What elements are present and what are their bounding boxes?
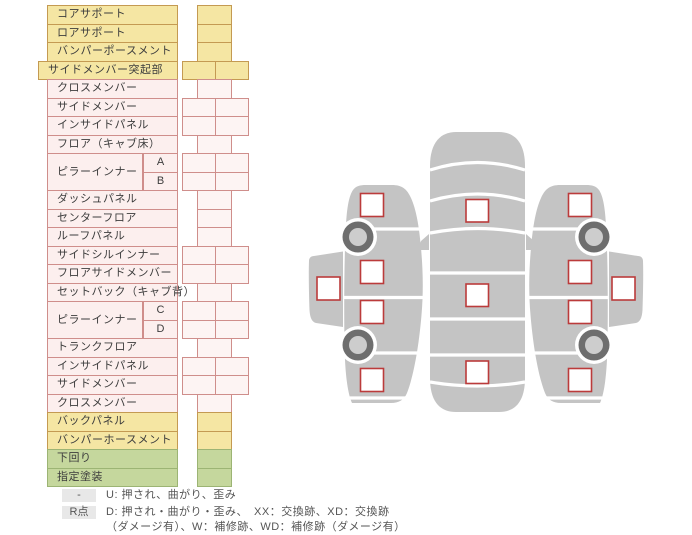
car-damage-diagram — [307, 132, 645, 412]
part-label: 指定塗装 — [47, 467, 178, 487]
side-view-right — [527, 183, 645, 405]
mark-cell[interactable] — [197, 393, 232, 413]
part-label: ピラーインナー — [47, 301, 143, 339]
part-label: バンパーホースメント — [47, 430, 178, 450]
mark-cell[interactable] — [215, 301, 249, 321]
legend: - U: 押され、曲がり、歪み R点 D: 押され・曲がり・歪み、 XX：交換跡、XD… — [62, 488, 406, 535]
side-mirror-icon — [418, 234, 429, 250]
mark-cell[interactable] — [197, 134, 232, 154]
mark-cell[interactable] — [197, 282, 232, 302]
part-label: クロスメンバー — [47, 79, 178, 99]
mark-cell[interactable] — [197, 449, 232, 469]
legend-row: - U: 押され、曲がり、歪み — [62, 488, 406, 503]
panel-divider — [429, 380, 526, 388]
mark-cell[interactable] — [197, 79, 232, 99]
legend-text-line: D: 押され・曲がり・歪み、 XX：交換跡、XD：交換跡 — [106, 506, 390, 518]
mark-cell[interactable] — [182, 97, 216, 117]
part-label: ピラーインナー — [47, 153, 143, 191]
mark-cell[interactable] — [215, 60, 249, 80]
part-label: フロア（キャブ床） — [47, 134, 178, 154]
legend-badge: R点 — [62, 506, 96, 519]
pillar-sub-label: A — [143, 153, 178, 173]
part-label: サイドメンバー — [47, 97, 178, 117]
part-label: インサイドパネル — [47, 116, 178, 136]
mark-cell[interactable] — [182, 153, 216, 173]
mark-cell[interactable] — [197, 190, 232, 210]
part-label: ロアサポート — [47, 23, 178, 43]
mark-cell[interactable] — [182, 356, 216, 376]
legend-row: R点 D: 押され・曲がり・歪み、 XX：交換跡、XD：交換跡 （ダメージ有）、W：… — [62, 505, 406, 535]
damage-marker-box[interactable] — [465, 198, 490, 223]
legend-badge: - — [62, 489, 96, 502]
mark-cell[interactable] — [197, 467, 232, 487]
part-label: ダッシュパネル — [47, 190, 178, 210]
mark-cell[interactable] — [215, 171, 249, 191]
pillar-sub-label: D — [143, 319, 178, 339]
mark-cell[interactable] — [197, 23, 232, 43]
mark-cell[interactable] — [182, 60, 216, 80]
part-label: サイドメンバー突起部 — [38, 60, 178, 80]
mark-cell[interactable] — [215, 375, 249, 395]
part-label: ルーフパネル — [47, 227, 178, 247]
legend-text-line: U: 押され、曲がり、歪み — [106, 489, 237, 501]
legend-text: D: 押され・曲がり・歪み、 XX：交換跡、XD：交換跡 （ダメージ有）、W：補修… — [106, 505, 406, 535]
mark-cell[interactable] — [182, 301, 216, 321]
mark-cell[interactable] — [215, 97, 249, 117]
mark-cell[interactable] — [197, 42, 232, 62]
mark-cell[interactable] — [182, 319, 216, 339]
pillar-sub-label: C — [143, 301, 178, 321]
damage-marker-box[interactable] — [465, 360, 490, 385]
side-view-left — [307, 183, 425, 405]
mark-cell[interactable] — [182, 245, 216, 265]
part-label: バックパネル — [47, 412, 178, 432]
mark-cell[interactable] — [197, 338, 232, 358]
mark-cell[interactable] — [215, 245, 249, 265]
damage-marker-box[interactable] — [465, 283, 490, 308]
panel-divider — [429, 160, 526, 172]
part-label: センターフロア — [47, 208, 178, 228]
part-label: 下回り — [47, 449, 178, 469]
mark-cell[interactable] — [197, 208, 232, 228]
mark-cell[interactable] — [215, 153, 249, 173]
mark-cell[interactable] — [215, 356, 249, 376]
panel-divider — [429, 192, 526, 203]
mark-cell[interactable] — [197, 430, 232, 450]
mark-cell[interactable] — [197, 227, 232, 247]
mark-cell[interactable] — [215, 264, 249, 284]
mark-cell[interactable] — [215, 116, 249, 136]
pillar-sub-label: B — [143, 171, 178, 191]
part-label: バンパーポースメント — [47, 42, 178, 62]
legend-text: U: 押され、曲がり、歪み — [106, 488, 236, 503]
mark-cell[interactable] — [182, 264, 216, 284]
mark-cell[interactable] — [197, 412, 232, 432]
top-view — [418, 132, 537, 412]
mark-cell[interactable] — [182, 171, 216, 191]
part-label: フロアサイドメンバー — [47, 264, 178, 284]
mark-cell[interactable] — [182, 375, 216, 395]
part-label: セットバック（キャブ背） — [47, 282, 195, 302]
part-label: コアサポート — [47, 5, 178, 25]
part-label: サイドメンバー — [47, 375, 178, 395]
part-label: インサイドパネル — [47, 356, 178, 376]
part-label: サイドシルインナー — [47, 245, 178, 265]
part-label: クロスメンバー — [47, 393, 178, 413]
legend-text-line: （ダメージ有）、W：補修跡、WD：補修跡（ダメージ有） — [106, 521, 406, 533]
panel-divider — [429, 226, 526, 235]
mark-cell[interactable] — [215, 319, 249, 339]
mark-cell[interactable] — [182, 116, 216, 136]
mark-cell[interactable] — [197, 5, 232, 25]
part-label: トランクフロア — [47, 338, 178, 358]
